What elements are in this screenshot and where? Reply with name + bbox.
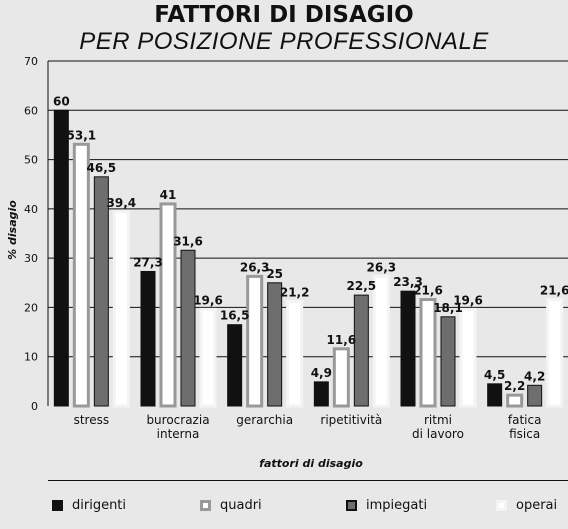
x-axis-label: fattori di disagio xyxy=(259,457,363,470)
x-tick-label: burocrazia interna xyxy=(146,413,209,441)
legend-item-quadri: quadri xyxy=(200,494,262,516)
chart-title: FATTORI DI DISAGIO xyxy=(154,2,414,28)
legend-swatch xyxy=(200,499,211,511)
x-tick-label: ripetitività xyxy=(320,413,382,427)
bar-dirigenti-0 xyxy=(53,109,69,407)
y-tick-label: 0 xyxy=(31,400,38,413)
legend-swatch xyxy=(496,499,507,511)
bar-impiegati-5 xyxy=(527,384,543,407)
legend-swatch xyxy=(52,499,63,511)
value-label: 53,1 xyxy=(67,128,97,142)
bar-impiegati-1 xyxy=(180,249,196,407)
chart-subtitle: PER POSIZIONE PROFESSIONALE xyxy=(79,28,489,55)
value-label: 4,5 xyxy=(484,368,505,382)
value-label: 4,2 xyxy=(524,369,545,383)
legend-item-dirigenti: dirigenti xyxy=(52,494,126,516)
bar-dirigenti-3 xyxy=(313,381,329,407)
bar-operai-1 xyxy=(199,307,217,408)
bar-operai-2 xyxy=(286,300,304,408)
legend-label: impiegati xyxy=(366,497,428,513)
value-label: 26,3 xyxy=(240,260,270,274)
value-label: 19,6 xyxy=(453,293,483,307)
bar-chart: 0 10 20 30 40 50 60 70 % disagio 60 53,1 46,5 39,4… xyxy=(6,55,568,470)
bar-operai-4 xyxy=(459,307,477,408)
value-label: 31,6 xyxy=(173,234,203,248)
legend: dirigenti quadri impiegati operai xyxy=(48,494,568,516)
legend-divider xyxy=(48,480,568,481)
value-label: 23,3 xyxy=(393,275,423,289)
bar-operai-5 xyxy=(546,298,564,408)
bar-dirigenti-5 xyxy=(487,383,503,407)
x-tick-label: fatica fisica xyxy=(508,413,542,441)
bar-impiegati-2 xyxy=(267,282,283,407)
y-axis-ticks: 0 10 20 30 40 50 60 70 xyxy=(24,55,38,413)
y-tick-label: 60 xyxy=(24,104,38,117)
bar-operai-0 xyxy=(112,210,130,408)
bar-quadri-2 xyxy=(246,274,264,408)
bar-quadri-0 xyxy=(72,142,90,408)
value-label: 25 xyxy=(266,267,283,281)
gridlines xyxy=(47,60,568,406)
bar-quadri-3 xyxy=(332,347,350,408)
value-label: 39,4 xyxy=(107,196,137,210)
legend-swatch xyxy=(346,499,357,511)
value-label: 16,5 xyxy=(220,309,250,323)
bar-dirigenti-4 xyxy=(400,290,416,407)
value-label: 26,3 xyxy=(367,260,397,274)
value-label: 46,5 xyxy=(87,161,117,175)
value-label: 18,1 xyxy=(433,301,463,315)
x-tick-label: gerarchia xyxy=(236,413,293,427)
y-tick-label: 70 xyxy=(24,55,38,68)
bar-impiegati-3 xyxy=(353,294,369,407)
bar-quadri-5 xyxy=(506,393,524,408)
value-labels: 6053,146,539,427,34131,619,616,526,32521… xyxy=(53,94,568,393)
value-label: 60 xyxy=(53,94,70,108)
legend-item-operai: operai xyxy=(496,494,557,516)
y-axis-label: % disagio xyxy=(6,200,19,260)
bars xyxy=(53,109,564,408)
bar-quadri-4 xyxy=(419,298,437,408)
value-label: 2,2 xyxy=(504,379,525,393)
bar-impiegati-4 xyxy=(440,316,456,407)
bar-dirigenti-2 xyxy=(227,324,243,407)
bar-operai-3 xyxy=(372,274,390,408)
value-label: 4,9 xyxy=(311,366,332,380)
y-tick-label: 40 xyxy=(24,203,38,216)
y-tick-label: 50 xyxy=(24,154,38,167)
x-axis-ticks: stress burocrazia interna gerarchia ripetiti… xyxy=(74,413,542,441)
legend-label: quadri xyxy=(220,497,262,513)
y-tick-label: 10 xyxy=(24,351,38,364)
x-tick-label: stress xyxy=(74,413,110,427)
y-tick-label: 20 xyxy=(24,301,38,314)
bar-impiegati-0 xyxy=(93,176,109,407)
value-label: 21,2 xyxy=(280,286,310,300)
value-label: 27,3 xyxy=(133,255,163,269)
legend-label: dirigenti xyxy=(72,497,127,513)
bar-quadri-1 xyxy=(159,202,177,408)
bar-dirigenti-1 xyxy=(140,270,156,407)
value-label: 21,6 xyxy=(413,284,443,298)
value-label: 41 xyxy=(160,188,177,202)
value-label: 21,6 xyxy=(540,284,568,298)
value-label: 11,6 xyxy=(327,333,357,347)
x-tick-label: ritmi di lavoro xyxy=(412,413,464,441)
legend-label: operai xyxy=(516,497,558,513)
value-label: 22,5 xyxy=(347,279,377,293)
y-tick-label: 30 xyxy=(24,252,38,265)
legend-item-impiegati: impiegati xyxy=(346,494,427,516)
value-label: 19,6 xyxy=(193,293,223,307)
